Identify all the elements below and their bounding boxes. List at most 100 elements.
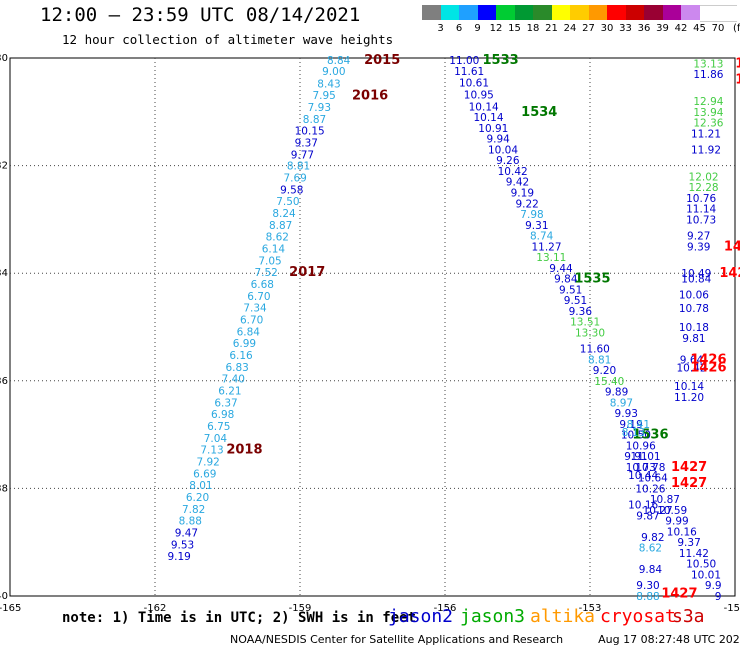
wave-height-label: 12.28	[689, 182, 719, 194]
wave-height-label: 9.37	[295, 137, 318, 149]
wave-height-label: 9.19	[511, 188, 534, 200]
scale-swatch	[718, 5, 737, 22]
wave-height-label: 8.62	[639, 543, 662, 555]
wave-height-label: 9.64	[680, 354, 704, 366]
wave-height-label: 10.95	[464, 90, 494, 102]
wave-height-label: 9.77	[291, 149, 314, 161]
wave-height-label: 9.9	[705, 580, 722, 592]
wave-height-label: 11.27	[531, 241, 561, 253]
subtitle: 12 hour collection of altimeter wave hei…	[62, 32, 394, 47]
wave-height-label: 8.87	[269, 220, 292, 232]
latitude-tick-label: -40	[0, 591, 8, 602]
wave-height-label: 10.27	[643, 505, 673, 517]
wave-height-label: 9.89	[605, 387, 628, 399]
scale-swatch	[588, 5, 607, 20]
wave-height-label: 15.40	[594, 376, 624, 388]
wave-height-label: 10.78	[679, 303, 709, 315]
wave-height-label: 10.01	[691, 569, 721, 581]
scale-label: 9	[474, 23, 481, 34]
scale-swatch	[440, 5, 459, 20]
wave-height-label: 6.99	[233, 338, 256, 350]
wave-height-label: 6.14	[262, 243, 286, 255]
latitude-tick-label: -30	[0, 53, 8, 64]
wave-height-label: 8.87	[303, 114, 326, 126]
wave-height-label: 7.04	[204, 433, 228, 445]
orbit-label: 1536	[632, 428, 668, 443]
wave-height-label: 9.58	[280, 184, 303, 196]
scale-label: 15	[508, 23, 521, 34]
orbit-label: 1	[735, 56, 740, 71]
wave-height-label: 13.13	[693, 58, 723, 70]
wave-height-label: 10.42	[498, 166, 528, 178]
scale-label: 33	[619, 23, 632, 34]
wave-height-label: 9.19	[619, 419, 642, 431]
scale-label: 45	[693, 23, 706, 34]
scale-swatch	[644, 5, 663, 20]
wave-height-label: 10.16	[667, 526, 697, 538]
latitude-tick-label: -36	[0, 376, 8, 387]
scale-swatch	[699, 5, 718, 22]
scale-swatch	[625, 5, 644, 20]
wave-height-label: 10.44	[628, 470, 658, 482]
wave-height-label: 10.50	[686, 559, 716, 571]
wave-height-label: 10.49	[681, 268, 711, 280]
wave-height-label: 7.34	[243, 303, 267, 315]
wave-height-label: 9.82	[641, 532, 664, 544]
wave-height-label: 9.51	[564, 295, 587, 307]
wave-height-label: 11.61	[454, 66, 484, 78]
scale-swatch	[681, 5, 700, 20]
wave-height-label: 10.61	[459, 78, 489, 90]
scale-swatch	[662, 5, 681, 20]
wave-height-label: 8.62	[266, 232, 289, 244]
latitude-tick-label: -34	[0, 268, 8, 279]
wave-height-label: 7.13	[200, 445, 223, 457]
wave-height-label: 10.87	[650, 494, 680, 506]
scale-swatch	[496, 5, 515, 20]
scale-unit: (ft)	[732, 23, 740, 34]
wave-height-label: 9.19	[167, 551, 190, 563]
wave-height-label: 9.53	[171, 539, 194, 551]
wave-height-label: 13.11	[536, 252, 566, 264]
scale-label: 21	[545, 23, 558, 34]
wave-height-label: 9.36	[569, 306, 593, 318]
scale-swatch	[477, 5, 496, 20]
wave-height-label: 9.99	[665, 516, 688, 528]
orbit-label: 1427	[661, 586, 697, 601]
footer-credit: NOAA/NESDIS Center for Satellite Applica…	[230, 633, 740, 646]
scale-swatch	[422, 5, 441, 20]
wave-height-label: 7.52	[254, 267, 277, 279]
footer-note: note: 1) Time is in UTC; 2) SWH is in fe…	[62, 610, 417, 626]
wave-height-label: 8.88	[636, 591, 659, 603]
wave-height-label: 8.24	[272, 208, 296, 220]
longitude-tick-label: -165	[0, 603, 21, 614]
wave-height-label: 7.50	[276, 196, 299, 208]
scale-label: 3	[437, 23, 444, 34]
satellite-legend-item: jason2	[388, 606, 454, 627]
wave-height-label: 8.84	[327, 55, 351, 67]
wave-height-label: 9.87	[636, 510, 659, 522]
wave-height-label: 6.75	[207, 421, 230, 433]
wave-height-label: 10.16	[628, 500, 658, 512]
wave-height-label: 8.81	[588, 354, 611, 366]
wave-height-label: 10.59	[657, 505, 687, 517]
wave-height-label: 10.73	[686, 214, 716, 226]
scale-swatch	[570, 5, 589, 20]
wave-height-label: 8.97	[610, 397, 633, 409]
wave-height-label: 9.47	[175, 528, 198, 540]
wave-height-label: 13.30	[575, 327, 605, 339]
wave-height-label: 11.01	[631, 451, 661, 463]
scale-swatch	[459, 5, 478, 20]
wave-height-label: 10.42	[676, 362, 706, 374]
wave-height-label: 9.26	[496, 155, 520, 167]
wave-height-label: 9.91	[624, 451, 647, 463]
wave-height-label: 11.14	[686, 204, 716, 216]
wave-height-label: 10.96	[626, 440, 656, 452]
wave-height-label: 9.37	[677, 537, 700, 549]
wave-height-label: 7.05	[258, 255, 281, 267]
wave-height-label: 8.88	[179, 516, 202, 528]
wave-height-label: 12.02	[689, 171, 719, 183]
scale-label: 39	[656, 23, 669, 34]
wave-height-label: 11.20	[674, 392, 704, 404]
wave-height-label: 10.84	[681, 274, 711, 286]
